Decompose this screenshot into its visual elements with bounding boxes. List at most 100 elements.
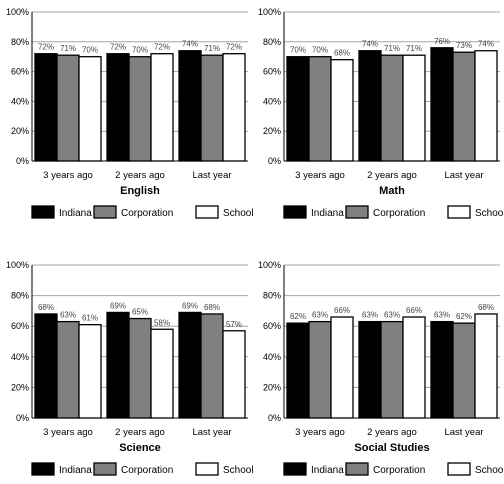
data-label: 66% — [334, 306, 350, 315]
data-label: 58% — [154, 318, 170, 327]
bar-school — [150, 328, 174, 419]
legend-swatch-school — [447, 205, 471, 219]
y-tick-label: 60% — [263, 67, 281, 77]
bar-indiana — [106, 311, 130, 419]
y-tick-label: 80% — [11, 291, 29, 301]
bar-indiana — [286, 322, 310, 419]
bar-corporation — [452, 322, 476, 419]
legend-swatch-corporation — [93, 462, 117, 476]
y-tick-label: 40% — [11, 352, 29, 362]
bar-corporation — [308, 56, 332, 162]
legend-swatch-school — [195, 205, 219, 219]
bar-indiana — [106, 53, 130, 162]
y-tick-label: 80% — [263, 291, 281, 301]
data-label: 62% — [456, 312, 472, 321]
legend-swatch-indiana — [283, 205, 307, 219]
chart-title: Math — [379, 185, 405, 197]
x-tick-label: Last year — [192, 427, 231, 438]
legend-swatch-corporation — [345, 205, 369, 219]
legend-swatch-corporation — [93, 205, 117, 219]
x-tick-label: 3 years ago — [295, 170, 345, 181]
data-label: 61% — [82, 314, 98, 323]
bar-school — [78, 56, 102, 162]
legend: Indiana Corporation School — [31, 205, 254, 219]
bar-indiana — [178, 311, 202, 419]
bar-indiana — [34, 53, 58, 162]
data-label: 71% — [204, 44, 220, 53]
y-tick-label: 20% — [263, 126, 281, 136]
data-label: 72% — [110, 43, 126, 52]
data-label: 72% — [226, 43, 242, 52]
data-label: 68% — [204, 303, 220, 312]
legend-label: Corporation — [373, 465, 425, 476]
data-label: 68% — [478, 303, 494, 312]
data-label: 70% — [132, 46, 148, 55]
bar-corporation — [56, 54, 80, 162]
legend: Indiana Corporation School — [31, 462, 254, 476]
bar-corporation — [452, 51, 476, 162]
data-label: 70% — [82, 46, 98, 55]
data-label: 63% — [384, 311, 400, 320]
data-label: 73% — [456, 41, 472, 50]
chart-title: Science — [119, 442, 161, 454]
y-tick-label: 0% — [16, 413, 29, 423]
legend-swatch-indiana — [283, 462, 307, 476]
data-label: 74% — [362, 40, 378, 49]
chart-social-studies: 0% 20% 40% 60% 80% 100% 62% 63% 66% 3 years ago 63… — [258, 260, 504, 476]
x-tick-label: Last year — [444, 427, 483, 438]
chart-science: 0% 20% 40% 60% 80% 100% 68% 63% 61% 3 years ago 69… — [6, 260, 254, 476]
y-tick-label: 100% — [6, 7, 29, 17]
legend-swatch-corporation — [345, 462, 369, 476]
data-label: 68% — [334, 49, 350, 58]
bar-school — [222, 53, 246, 162]
y-tick-label: 20% — [11, 382, 29, 392]
legend-label: Corporation — [121, 465, 173, 476]
y-tick-label: 80% — [263, 37, 281, 47]
legend-swatch-indiana — [31, 205, 55, 219]
legend-swatch-indiana — [31, 462, 55, 476]
y-tick-label: 100% — [258, 7, 281, 17]
data-label: 57% — [226, 320, 242, 329]
bar-corporation — [380, 320, 404, 419]
legend-swatch-school — [195, 462, 219, 476]
bar-indiana — [358, 320, 382, 419]
legend-swatch-school — [447, 462, 471, 476]
bar-indiana — [286, 56, 310, 162]
x-tick-label: Last year — [192, 170, 231, 181]
y-tick-label: 0% — [268, 413, 281, 423]
bar-school — [330, 59, 354, 162]
y-tick-label: 20% — [263, 382, 281, 392]
legend-label: Indiana — [59, 208, 92, 219]
data-label: 71% — [384, 44, 400, 53]
chart-title: English — [120, 185, 160, 197]
y-tick-label: 60% — [11, 67, 29, 77]
data-label: 63% — [60, 311, 76, 320]
data-label: 62% — [290, 312, 306, 321]
legend-label: Corporation — [121, 208, 173, 219]
bar-corporation — [200, 313, 224, 419]
y-tick-label: 40% — [11, 96, 29, 106]
legend-label: School — [475, 208, 504, 219]
y-tick-label: 80% — [11, 37, 29, 47]
bar-school — [222, 330, 246, 419]
y-tick-label: 40% — [263, 96, 281, 106]
data-label: 72% — [38, 43, 54, 52]
data-label: 69% — [182, 301, 198, 310]
chart-english: 0% 20% 40% 60% 80% 100% 72% 71% 70% 3 years ago 72… — [6, 7, 254, 219]
data-label: 70% — [312, 46, 328, 55]
data-label: 63% — [434, 311, 450, 320]
bar-corporation — [308, 320, 332, 419]
bar-indiana — [358, 50, 382, 162]
data-label: 72% — [154, 43, 170, 52]
bar-school — [78, 324, 102, 419]
data-label: 66% — [406, 306, 422, 315]
y-tick-label: 0% — [268, 156, 281, 166]
bar-indiana — [430, 47, 454, 162]
x-tick-label: 3 years ago — [295, 427, 345, 438]
bar-school — [402, 54, 426, 162]
legend-label: Indiana — [311, 208, 344, 219]
x-tick-label: 3 years ago — [43, 170, 93, 181]
data-label: 69% — [110, 301, 126, 310]
x-tick-label: 2 years ago — [115, 427, 165, 438]
